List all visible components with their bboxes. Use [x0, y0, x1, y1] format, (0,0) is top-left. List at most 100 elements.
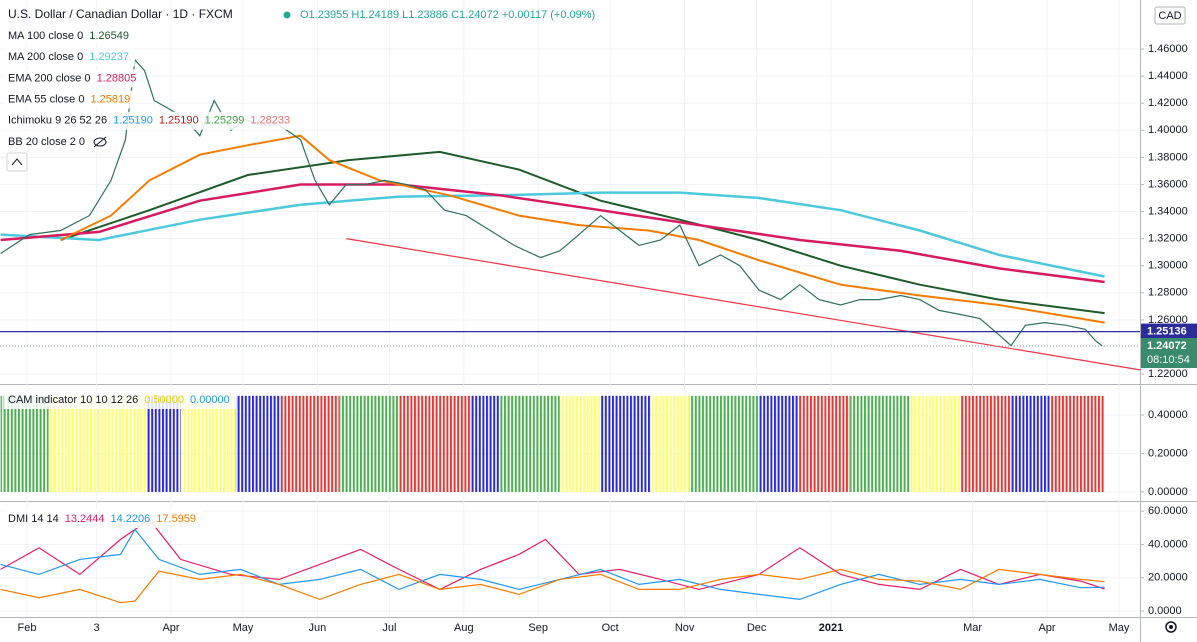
legend-bg: [4, 27, 135, 45]
last-price-label: 1.24072: [1147, 340, 1187, 352]
settings-button[interactable]: [1165, 621, 1177, 633]
y-tick-label: 1.28000: [1148, 287, 1188, 299]
cam-bar: [339, 395, 399, 492]
hline-label: 1.25136: [1147, 325, 1187, 337]
legend-bg: [4, 90, 137, 109]
legend-value: 1.29237: [89, 51, 129, 63]
legend-bg: [4, 111, 297, 130]
legend-name: Ichimoku 9 26 52 26: [8, 115, 107, 127]
cam-bar: [559, 395, 601, 492]
y-tick-label: 0.0000: [1148, 605, 1182, 617]
x-tick-label: May: [1109, 622, 1130, 634]
moving-average: [60, 134, 1105, 324]
legend-value: 1.25190: [159, 115, 199, 127]
legend-bg: [4, 510, 203, 528]
y-tick-label: 1.26000: [1148, 314, 1188, 326]
legend-name: DMI 14 14: [8, 513, 59, 525]
x-tick-label: Jun: [309, 622, 327, 634]
legend-name: EMA 55 close 0: [8, 94, 84, 106]
moving-average: [0, 191, 1105, 278]
y-tick-label: 1.42000: [1148, 97, 1188, 109]
legend-bg: [4, 48, 135, 67]
collapse-button[interactable]: [6, 152, 28, 172]
last-price-box: [1141, 337, 1197, 368]
legend-name: MA 100 close 0: [8, 30, 83, 42]
hide-icon-strike: [93, 136, 107, 148]
hline-label-box: [1141, 323, 1197, 340]
cam-bar: [48, 395, 147, 492]
hide-icon: [93, 137, 107, 147]
cam-bar: [1011, 395, 1050, 492]
y-tick-label: 1.32000: [1148, 233, 1188, 245]
legend-value: 1.28233: [250, 115, 290, 127]
y-tick-label: 40.0000: [1148, 538, 1188, 550]
trend-line: [346, 238, 1141, 371]
x-tick-label: Oct: [602, 622, 619, 634]
countdown: 08:10:54: [1147, 354, 1190, 366]
x-tick-label: Aug: [454, 622, 474, 634]
x-tick-label: 2021: [819, 622, 843, 634]
dmi-line: [0, 568, 1105, 604]
legend-value: 0.50000: [144, 394, 184, 406]
ohlc: O1.23955 H1.24189 L1.23886 C1.24072 +0.0…: [300, 9, 595, 21]
x-tick-label: Sep: [528, 622, 548, 634]
gear-icon: [1165, 621, 1177, 633]
legend-name: BB 20 close 2 0: [8, 136, 85, 148]
currency-box: [1154, 6, 1186, 25]
cam-bar: [471, 395, 500, 492]
moving-average: [60, 150, 1105, 315]
y-tick-label: 0.00000: [1148, 486, 1188, 498]
legend-value: 1.25299: [205, 115, 245, 127]
y-tick-label: 1.44000: [1148, 70, 1188, 82]
y-tick-label: 0.20000: [1148, 447, 1188, 459]
legend-value: 14.2206: [111, 513, 151, 525]
cam-bar: [235, 395, 282, 492]
cam-bar: [499, 395, 560, 492]
symbol-title: U.S. Dollar / Canadian Dollar · 1D · FXC…: [8, 7, 233, 21]
cam-bar: [600, 395, 651, 492]
legend-name: EMA 200 close 0: [8, 72, 91, 84]
legend-layer: U.S. Dollar / Canadian Dollar · 1D · FXC…: [4, 7, 595, 528]
cam-bar: [689, 395, 759, 492]
y-tick-label: 1.30000: [1148, 260, 1188, 272]
x-tick-label: Dec: [747, 622, 767, 634]
legend-bg: [4, 69, 143, 88]
dmi-line: [0, 528, 1105, 601]
cam-bar: [281, 395, 339, 492]
y-tick-label: 60.0000: [1148, 505, 1188, 517]
legend-bg: [4, 133, 92, 151]
cam-bar: [799, 395, 851, 492]
y-tick-label: 1.22000: [1148, 368, 1188, 380]
cam-bar: [0, 395, 49, 492]
legend-value: 13.2444: [65, 513, 105, 525]
legend-name: CAM indicator 10 10 12 26: [8, 394, 138, 406]
x-tick-label: May: [233, 622, 254, 634]
legend-value: 1.28805: [97, 72, 137, 84]
y-tick-label: 1.40000: [1148, 124, 1188, 136]
currency-label: CAD: [1158, 10, 1181, 22]
cam-bar: [910, 395, 961, 492]
legend-value: 1.26549: [89, 30, 129, 42]
gear-center: [1169, 625, 1173, 629]
moving-average: [0, 183, 1105, 284]
x-tick-label: Apr: [162, 622, 179, 634]
cam-bar: [850, 395, 911, 492]
x-tick-label: Jul: [382, 622, 396, 634]
legend-value: 17.5959: [156, 513, 196, 525]
legend-bg: [4, 391, 236, 409]
cam-bar: [651, 395, 690, 492]
legend-value: 1.25190: [113, 115, 153, 127]
cam-bar: [960, 395, 1011, 492]
x-tick-label: Nov: [675, 622, 695, 634]
x-tick-label: Apr: [1038, 622, 1055, 634]
y-tick-label: 1.36000: [1148, 178, 1188, 190]
y-tick-label: 1.38000: [1148, 151, 1188, 163]
collapse-icon: [11, 158, 23, 166]
cam-bar: [1049, 395, 1105, 492]
cam-bar: [147, 395, 181, 492]
x-tick-label: Mar: [963, 622, 982, 634]
cam-bar: [759, 395, 800, 492]
cam-bar: [180, 395, 236, 492]
